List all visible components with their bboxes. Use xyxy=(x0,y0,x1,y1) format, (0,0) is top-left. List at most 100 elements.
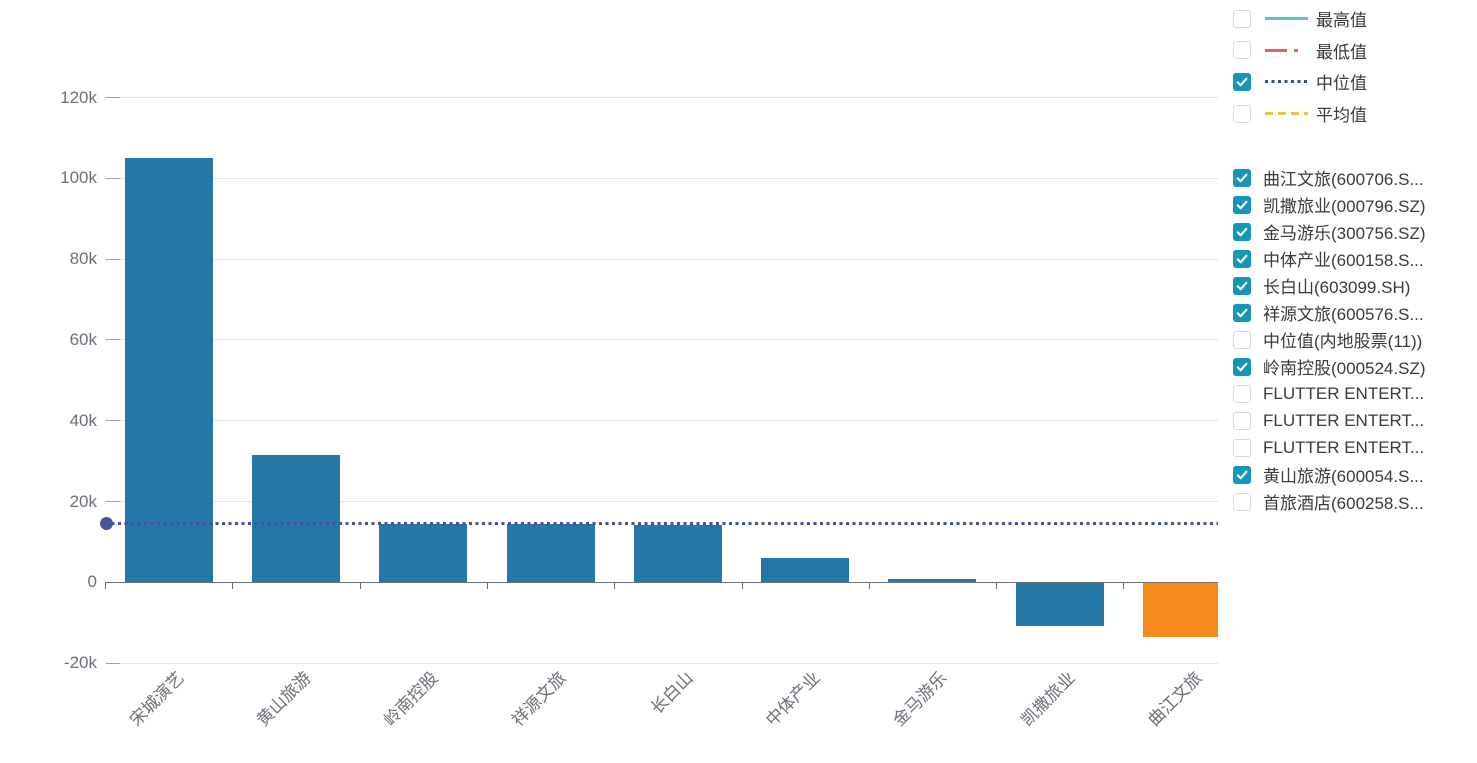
x-axis-tick-mark xyxy=(486,582,488,589)
series-checkbox-legend: 曲江文旅(600706.S... 凯撒旅业(000796.SZ) 金马游乐(3007… xyxy=(1233,164,1426,515)
series-legend-label: FLUTTER ENTERT... xyxy=(1263,410,1425,430)
checkmark-icon xyxy=(1236,254,1248,263)
x-axis-tick-mark xyxy=(868,582,870,589)
y-axis-tick-mark xyxy=(106,420,120,422)
x-axis-category-label: 曲江文旅 xyxy=(1144,668,1206,730)
y-axis-tick-label: -20k xyxy=(63,653,97,673)
legend-checkbox[interactable] xyxy=(1233,438,1251,457)
legend-checkbox[interactable] xyxy=(1233,195,1251,214)
series-legend-label: 金马游乐(300756.SZ) xyxy=(1263,224,1426,243)
legend-line-sample xyxy=(1265,80,1308,84)
y-axis-tick-label: 20k xyxy=(69,491,97,511)
y-axis-tick-mark xyxy=(106,258,120,260)
bar-长白山[interactable] xyxy=(633,525,722,582)
x-axis-category-label: 长白山 xyxy=(647,668,697,718)
stat-line-legend: 最高值最低值中位值平均值 xyxy=(1233,3,1367,129)
bar-曲江文旅[interactable] xyxy=(1143,582,1218,638)
bar-金马游乐[interactable] xyxy=(888,578,977,582)
y-axis-tick-mark xyxy=(106,662,120,664)
checkmark-icon xyxy=(1236,200,1248,209)
series-legend-item[interactable]: FLUTTER ENTERT... xyxy=(1233,380,1426,407)
series-legend-item[interactable]: FLUTTER ENTERT... xyxy=(1233,407,1426,434)
stat-legend-item-最低值[interactable]: 最低值 xyxy=(1233,35,1367,67)
x-axis-tick-mark xyxy=(105,582,106,589)
legend-checkbox[interactable] xyxy=(1233,411,1251,430)
legend-checkbox[interactable] xyxy=(1233,72,1251,91)
legend-checkbox[interactable] xyxy=(1233,222,1251,241)
series-legend-label: 首旅酒店(600258.S... xyxy=(1263,494,1424,513)
bar-中体产业[interactable] xyxy=(761,557,850,582)
series-legend-item[interactable]: 金马游乐(300756.SZ) xyxy=(1233,218,1426,245)
bar-岭南控股[interactable] xyxy=(379,524,468,582)
series-legend-item[interactable]: 首旅酒店(600258.S... xyxy=(1233,488,1426,515)
x-axis-tick-mark xyxy=(359,582,361,589)
legend-checkbox[interactable] xyxy=(1233,249,1251,268)
y-axis-tick-label: 60k xyxy=(69,329,97,349)
series-legend-item[interactable]: 曲江文旅(600706.S... xyxy=(1233,164,1426,191)
x-axis-tick-mark xyxy=(1123,582,1125,589)
x-axis-category-label: 中体产业 xyxy=(762,668,824,730)
y-axis-tick-label: 120k xyxy=(60,87,97,107)
legend-checkbox[interactable] xyxy=(1233,492,1251,511)
gridline xyxy=(105,662,1218,664)
series-legend-item[interactable]: 中位值(内地股票(11)) xyxy=(1233,326,1426,353)
gridline xyxy=(105,97,1218,98)
series-legend-label: FLUTTER ENTERT... xyxy=(1263,383,1425,403)
stat-legend-item-最高值[interactable]: 最高值 xyxy=(1233,3,1367,35)
gridline xyxy=(105,501,1218,502)
bar-祥源文旅[interactable] xyxy=(506,524,595,582)
legend-checkbox[interactable] xyxy=(1233,168,1251,187)
series-legend-item[interactable]: 长白山(603099.SH) xyxy=(1233,272,1426,299)
legend-checkbox[interactable] xyxy=(1233,41,1251,60)
legend-checkbox[interactable] xyxy=(1233,465,1251,484)
bar-黄山旅游[interactable] xyxy=(251,454,340,582)
series-legend-item[interactable]: 岭南控股(000524.SZ) xyxy=(1233,353,1426,380)
bar-宋城演艺[interactable] xyxy=(124,157,213,582)
stat-legend-label: 最低值 xyxy=(1316,42,1367,62)
legend-checkbox[interactable] xyxy=(1233,330,1251,349)
legend-checkbox[interactable] xyxy=(1233,9,1251,28)
stat-legend-label: 平均值 xyxy=(1316,106,1367,126)
series-legend-item[interactable]: 黄山旅游(600054.S... xyxy=(1233,461,1426,488)
series-legend-item[interactable]: 中体产业(600158.S... xyxy=(1233,245,1426,272)
x-axis-category-label: 黄山旅游 xyxy=(253,668,315,730)
legend-line-sample xyxy=(1265,17,1308,21)
legend-checkbox[interactable] xyxy=(1233,303,1251,322)
series-legend-item[interactable]: 祥源文旅(600576.S... xyxy=(1233,299,1426,326)
checkmark-icon xyxy=(1236,362,1248,371)
x-axis-category-label: 金马游乐 xyxy=(889,668,952,730)
gridline xyxy=(105,339,1218,341)
series-legend-label: 中位值(内地股票(11)) xyxy=(1263,332,1423,351)
legend-line-sample xyxy=(1265,48,1308,52)
x-axis-category-label: 宋城演艺 xyxy=(125,668,188,730)
legend-checkbox[interactable] xyxy=(1233,357,1251,376)
stat-legend-item-平均值[interactable]: 平均值 xyxy=(1233,98,1367,130)
stat-legend-item-中位值[interactable]: 中位值 xyxy=(1233,66,1367,98)
legend-checkbox[interactable] xyxy=(1233,276,1251,295)
checkmark-icon xyxy=(1236,308,1248,317)
median-reference-line xyxy=(105,521,1218,525)
series-legend-item[interactable]: FLUTTER ENTERT... xyxy=(1233,434,1426,461)
series-legend-label: 长白山(603099.SH) xyxy=(1263,278,1411,297)
x-axis-line xyxy=(105,581,1218,583)
y-axis-tick-label: 100k xyxy=(60,168,97,188)
gridline xyxy=(105,177,1218,179)
checkmark-icon xyxy=(1236,77,1248,87)
series-legend-label: FLUTTER ENTERT... xyxy=(1263,437,1425,457)
bar-凯撒旅业[interactable] xyxy=(1015,582,1104,626)
gridline xyxy=(105,258,1218,260)
legend-checkbox[interactable] xyxy=(1233,384,1251,403)
y-axis-tick-label: 0 xyxy=(87,572,97,592)
series-legend-label: 祥源文旅(600576.S... xyxy=(1263,305,1424,324)
series-legend-label: 曲江文旅(600706.S... xyxy=(1263,170,1424,189)
checkmark-icon xyxy=(1236,470,1248,479)
x-axis-tick-mark xyxy=(614,582,616,589)
x-axis-tick-mark xyxy=(232,582,234,589)
y-axis-tick-label: 40k xyxy=(69,410,97,430)
series-legend-item[interactable]: 凯撒旅业(000796.SZ) xyxy=(1233,191,1426,218)
stat-legend-label: 最高值 xyxy=(1316,11,1367,31)
checkmark-icon xyxy=(1236,281,1248,290)
y-axis-tick-mark xyxy=(106,97,120,98)
legend-checkbox[interactable] xyxy=(1233,104,1251,123)
